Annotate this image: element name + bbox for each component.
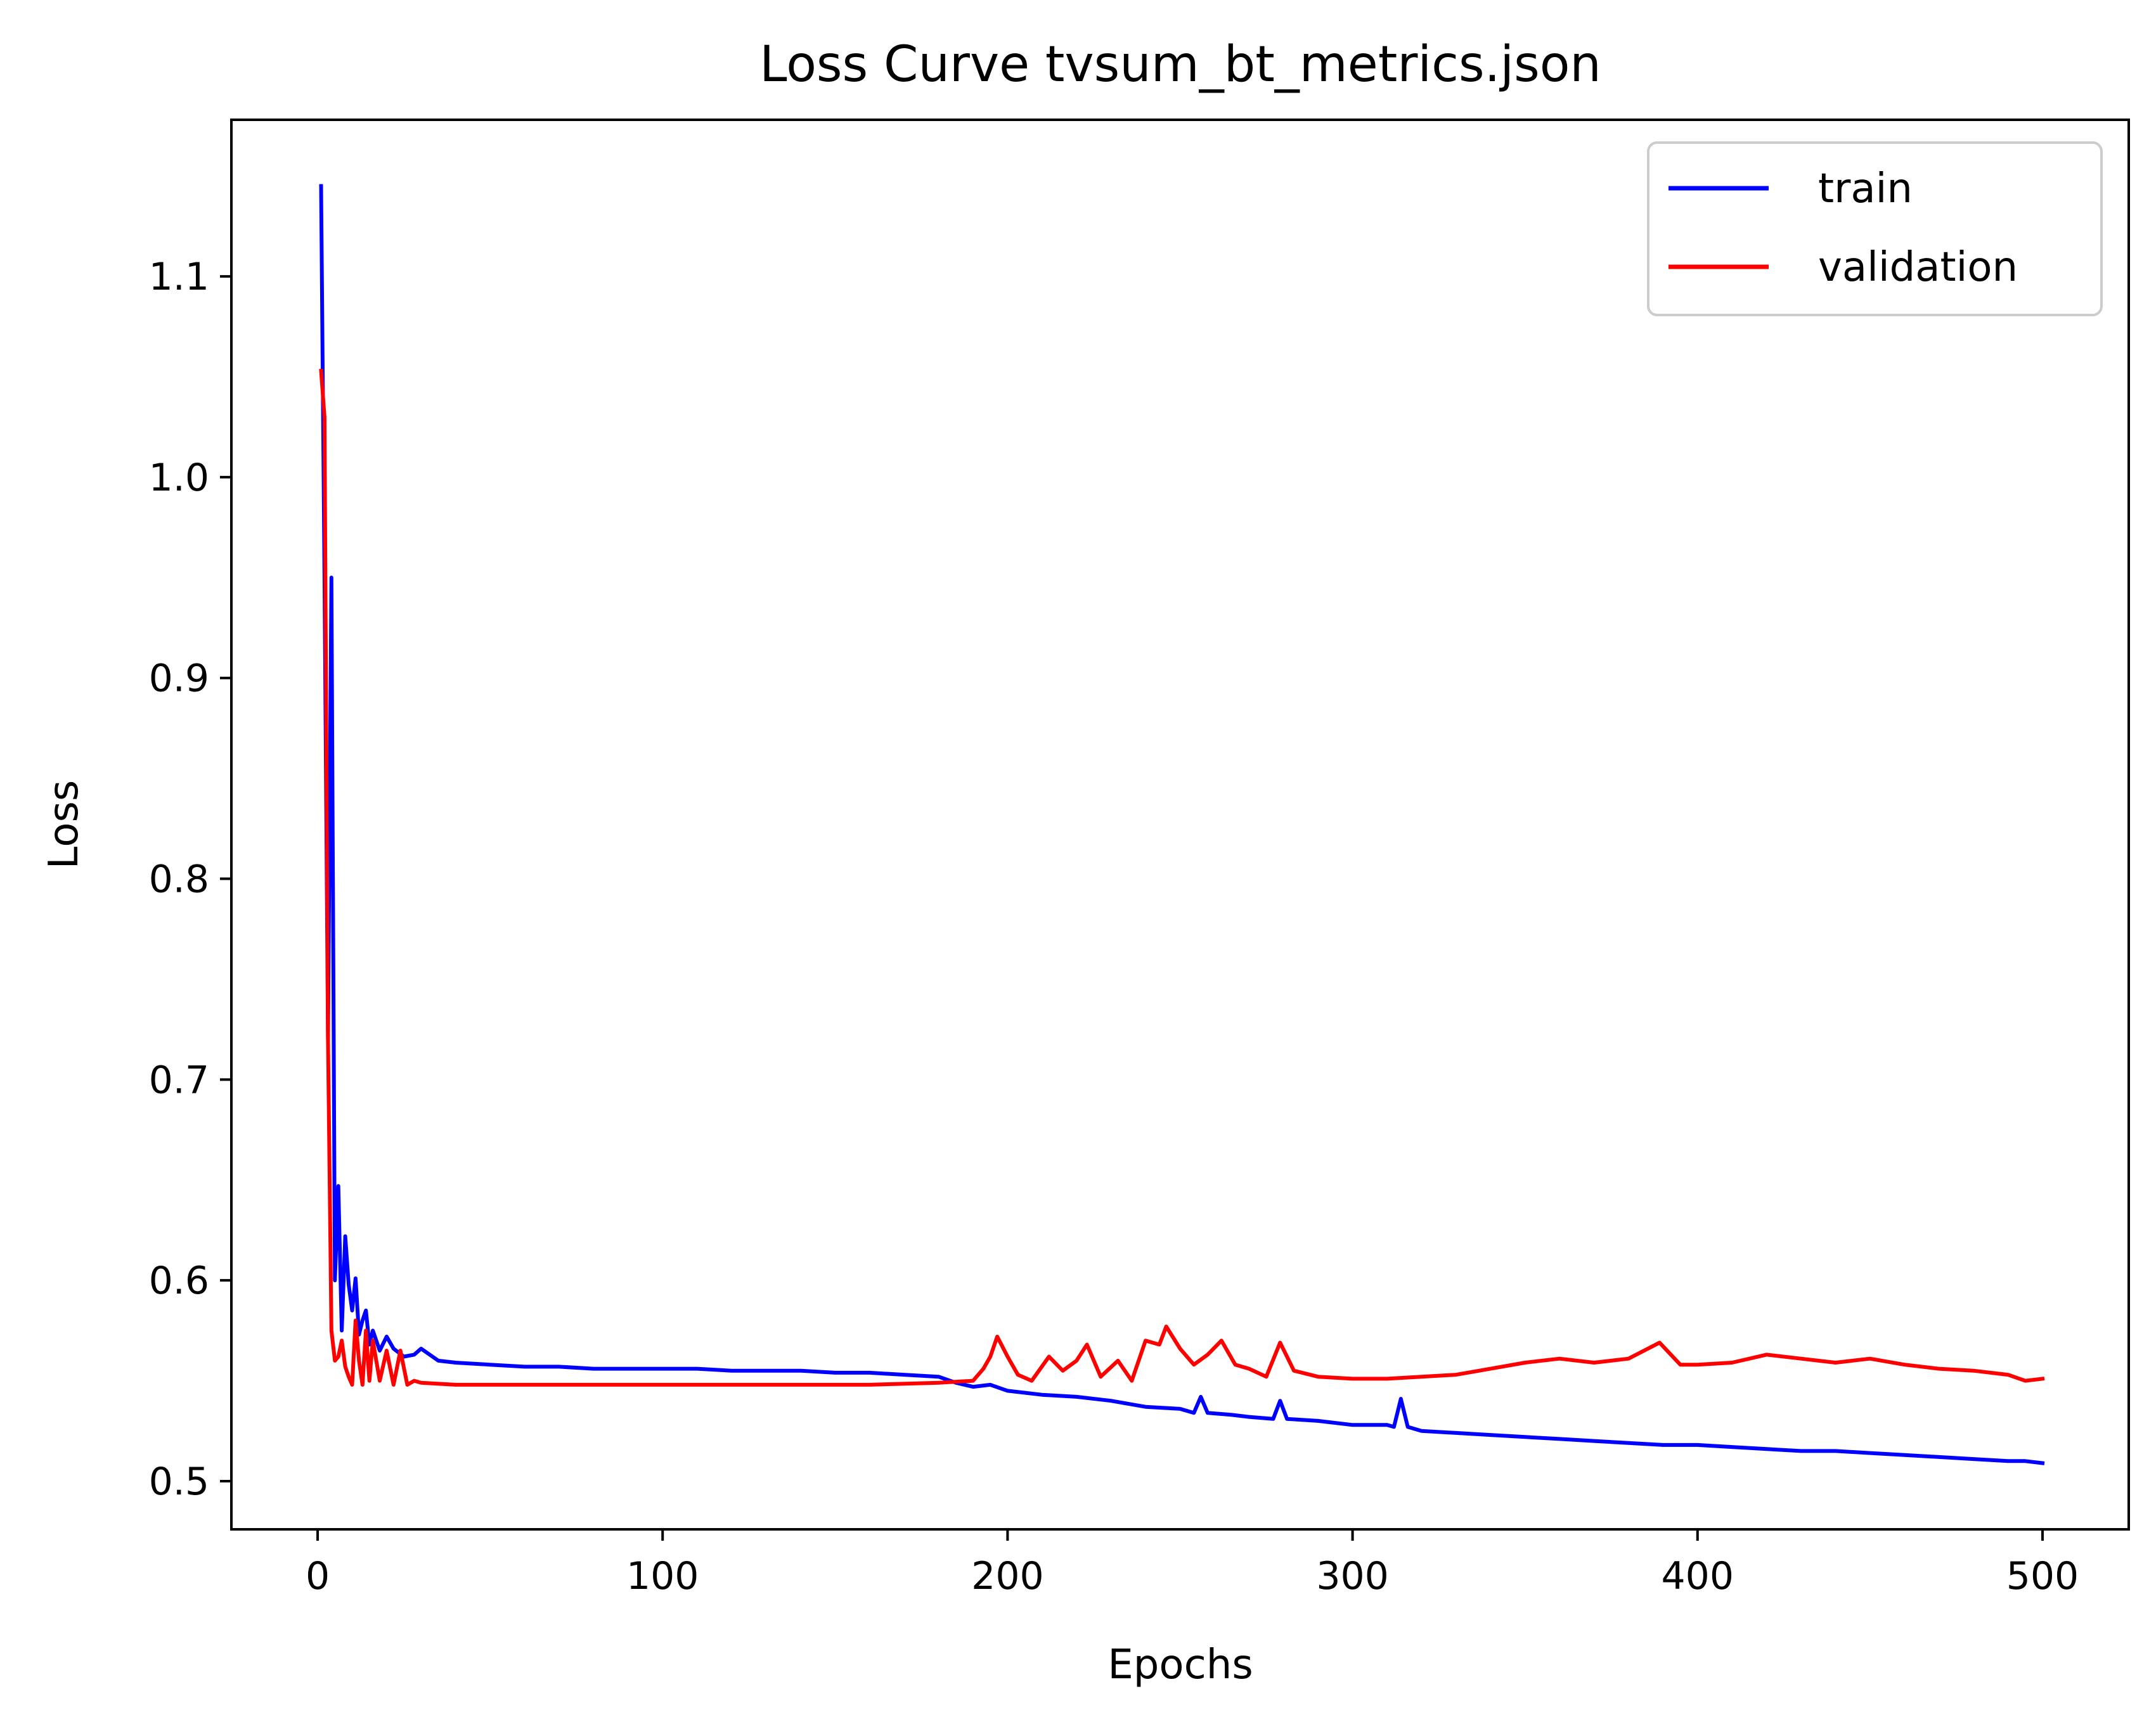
y-tick-label: 1.0 [149,456,209,500]
plot-area: 0 100 200 300 400 500 0.5 0.6 0.7 0.8 0.9 1.0 1.1 [149,119,2130,1598]
x-axis-ticks: 0 100 200 300 400 500 [306,1529,2079,1598]
legend-label-validation: validation [1818,244,2018,291]
y-tick-label: 0.8 [149,858,209,902]
x-tick-label: 400 [1662,1554,1734,1598]
lines-layer [319,184,2045,1465]
plot-frame [230,119,2130,1531]
y-tick-label: 0.7 [149,1058,209,1102]
legend-label-train: train [1818,165,1913,212]
x-tick-label: 200 [971,1554,1044,1598]
legend-box [1647,141,2103,316]
x-tick-label: 300 [1316,1554,1389,1598]
x-tick-label: 0 [306,1554,330,1598]
series-line-train [319,184,2045,1465]
x-tick-label: 100 [626,1554,699,1598]
y-axis-ticks: 0.5 0.6 0.7 0.8 0.9 1.0 1.1 [149,255,231,1504]
y-tick-label: 1.1 [149,255,209,299]
x-axis-label: Epochs [1107,1642,1253,1688]
y-tick-label: 0.9 [149,657,209,701]
y-axis-label: Loss [41,780,87,869]
x-tick-label: 500 [2006,1554,2079,1598]
series-line-validation [319,368,2045,1387]
y-tick-label: 0.6 [149,1259,209,1303]
y-tick-label: 0.5 [149,1460,209,1504]
legend: train validation [1647,141,2103,316]
chart-title: Loss Curve tvsum_bt_metrics.json [759,36,1601,93]
